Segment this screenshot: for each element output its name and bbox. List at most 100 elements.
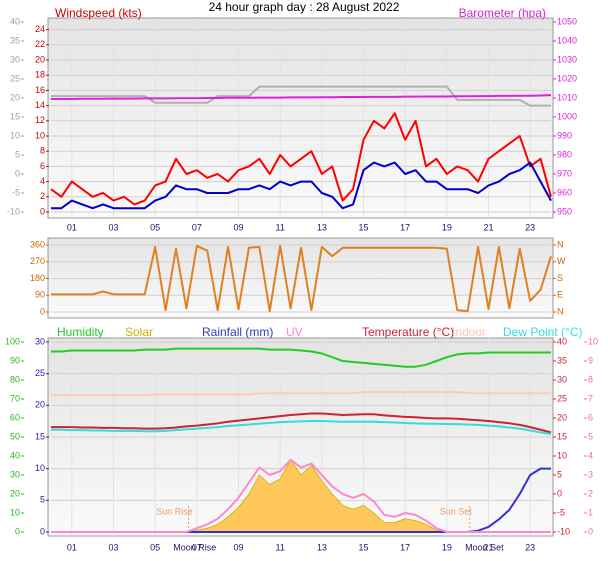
y-tick-label: -5: [557, 507, 565, 517]
y-tick-label: 5: [588, 431, 593, 441]
x-tick-label: 03: [108, 222, 118, 232]
y-tick-label: 5: [40, 495, 45, 505]
y-tick-label: 20: [35, 54, 45, 64]
annotation: Sun Set: [440, 506, 473, 516]
axis-title: Barometer (hpa): [459, 6, 546, 20]
x-tick-label: 03: [108, 542, 118, 552]
y-tick-label: 10: [10, 130, 20, 140]
y-tick-label: 20: [35, 400, 45, 410]
y-tick-label: 15: [35, 431, 45, 441]
legend-entry: Indoor: [452, 325, 486, 339]
x-tick-label: 21: [483, 222, 493, 232]
legend-entry: UV: [286, 325, 303, 339]
x-tick-label: 19: [442, 542, 452, 552]
y-tick-label: 2: [40, 191, 45, 201]
y-tick-label: 1030: [557, 54, 577, 64]
series-line: [50, 112, 552, 206]
x-tick-label: 01: [67, 222, 77, 232]
y-tick-label: 25: [557, 393, 567, 403]
y-tick-label: 4: [40, 176, 45, 186]
y-tick-label: 0: [15, 168, 20, 178]
y-tick-label: 15: [10, 111, 20, 121]
y-tick-label: 25: [10, 73, 20, 83]
x-tick-label: 19: [442, 222, 452, 232]
x-tick-label: 07: [192, 222, 202, 232]
y-tick-label: 10: [557, 450, 567, 460]
y-tick-label: 0: [40, 206, 45, 216]
y-tick-label: 22: [35, 39, 45, 49]
y-tick-label: 0: [15, 526, 20, 536]
series-line: [51, 161, 552, 210]
x-tick-label: 21: [483, 542, 493, 552]
y-tick-label: 8: [588, 374, 593, 384]
y-tick-label: 970: [557, 168, 572, 178]
y-tick-label: 60: [10, 412, 20, 422]
x-tick-label: 05: [150, 542, 160, 552]
y-tick-label: 8: [40, 146, 45, 156]
y-tick-label: 980: [557, 149, 572, 159]
y-tick-label: 0: [40, 526, 45, 536]
x-tick-label: 01: [67, 542, 77, 552]
y-tick-label: 180: [30, 273, 45, 283]
y-tick-label: -10: [557, 526, 570, 536]
y-tick-label: 1: [588, 507, 593, 517]
series-line: [51, 94, 552, 100]
y-tick-label: 1040: [557, 35, 577, 45]
y-tick-label: 0: [40, 306, 45, 316]
y-tick-label: 5: [557, 469, 562, 479]
y-tick-label: 35: [557, 355, 567, 365]
y-tick-label: 12: [35, 115, 45, 125]
x-tick-label: 05: [150, 222, 160, 232]
series-line: [51, 347, 551, 368]
x-tick-label: 11: [275, 222, 284, 232]
y-tick-label: 70: [10, 393, 20, 403]
y-tick-label: 30: [35, 336, 45, 346]
y-tick-label: W: [557, 256, 566, 266]
y-tick-label: -5: [12, 187, 20, 197]
y-tick-label: 10: [10, 507, 20, 517]
y-tick-label: 950: [557, 206, 572, 216]
y-tick-label: 1020: [557, 73, 577, 83]
y-tick-label: 40: [557, 336, 567, 346]
y-tick-label: 90: [10, 355, 20, 365]
y-tick-label: 990: [557, 130, 572, 140]
y-tick-label: 24: [35, 24, 45, 34]
y-tick-label: 50: [10, 431, 20, 441]
legend-entry: Rainfall (mm): [202, 325, 273, 339]
y-tick-label: 20: [10, 92, 20, 102]
y-tick-label: 25: [35, 368, 45, 378]
y-tick-label: 7: [588, 393, 593, 403]
legend-entry: Dew Point (°C): [503, 325, 582, 339]
chart-title: 24 hour graph day : 28 August 2022: [209, 0, 400, 14]
y-tick-label: 18: [35, 70, 45, 80]
y-tick-label: 15: [557, 431, 567, 441]
y-tick-label: 30: [10, 469, 20, 479]
y-tick-label: 0: [557, 488, 562, 498]
plot-area: [47, 17, 554, 219]
y-tick-label: 3: [588, 469, 593, 479]
x-tick-label: 09: [233, 542, 243, 552]
x-tick-label: 23: [525, 542, 535, 552]
y-tick-label: 80: [10, 374, 20, 384]
y-tick-label: 10: [35, 463, 45, 473]
y-tick-label: 20: [10, 488, 20, 498]
y-tick-label: E: [557, 290, 563, 300]
series-line: [51, 244, 552, 313]
x-tick-label: 15: [358, 222, 368, 232]
x-tick-label: 17: [400, 222, 410, 232]
y-tick-label: 6: [588, 412, 593, 422]
series-line: [51, 391, 551, 397]
y-tick-label: 16: [35, 85, 45, 95]
legend-entry: Temperature (°C): [362, 325, 454, 339]
y-tick-label: N: [557, 239, 564, 249]
y-tick-label: 10: [35, 130, 45, 140]
y-tick-label: 0: [588, 526, 593, 536]
series-line: [51, 85, 551, 107]
x-tick-label: 07: [192, 542, 202, 552]
series-line: [51, 458, 551, 533]
y-tick-label: 2: [588, 488, 593, 498]
y-tick-label: 4: [588, 450, 593, 460]
y-tick-label: -10: [7, 206, 20, 216]
